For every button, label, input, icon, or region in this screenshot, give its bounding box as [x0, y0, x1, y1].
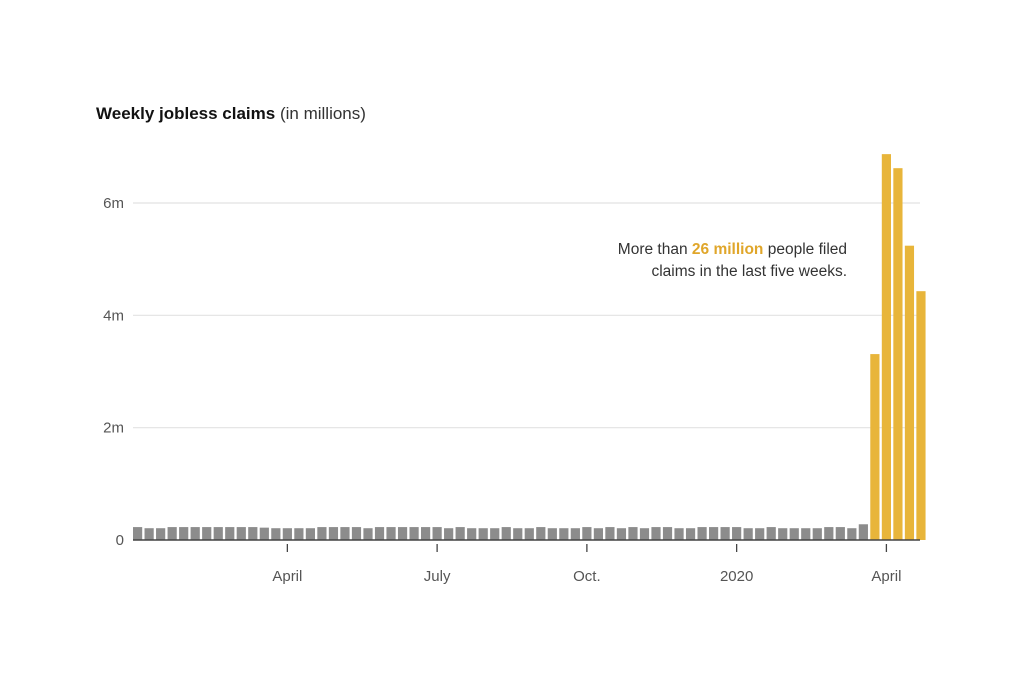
bar	[720, 527, 730, 540]
annotation-suffix: people filed	[763, 241, 847, 258]
bar	[144, 528, 154, 540]
x-tick-label: April	[272, 568, 302, 585]
bar	[858, 524, 868, 540]
bar	[397, 527, 408, 540]
bar	[778, 528, 788, 540]
bar	[202, 527, 212, 540]
chart-title-block: Weekly jobless claims (in millions)	[96, 104, 366, 124]
bar	[801, 528, 811, 540]
bar	[697, 527, 707, 540]
x-axis: April July Oct. 2020 April	[133, 539, 920, 585]
annotation-line-2: claims in the last five weeks.	[651, 263, 847, 280]
x-tick-label: Oct.	[573, 568, 601, 585]
bar	[432, 527, 442, 540]
annotation-highlight: 26 million	[691, 241, 764, 258]
bar-recent	[904, 245, 915, 541]
y-tick-label: 4m	[103, 307, 124, 324]
bar	[789, 528, 799, 540]
bar	[444, 528, 454, 540]
bar	[766, 527, 776, 540]
bar	[467, 528, 477, 540]
bar	[593, 528, 603, 540]
annotation-prefix: More than	[617, 241, 692, 258]
y-tick-label: 0	[116, 532, 124, 549]
bar	[559, 528, 569, 540]
bar	[409, 527, 419, 540]
bar	[317, 527, 327, 540]
bar	[709, 527, 719, 540]
bar	[490, 528, 500, 540]
bar	[847, 528, 857, 540]
bar	[616, 528, 627, 540]
bar	[340, 527, 350, 540]
bar	[536, 527, 546, 540]
y-axis-labels: 0 2m 4m 6m	[103, 195, 124, 549]
bar	[271, 528, 281, 540]
bar	[732, 527, 742, 540]
bar	[674, 528, 684, 540]
bar	[524, 528, 534, 540]
bar-recent	[893, 168, 903, 540]
bar	[133, 527, 143, 540]
bar	[605, 527, 615, 540]
bar	[570, 528, 580, 540]
gridlines	[133, 202, 920, 429]
bar	[386, 527, 396, 540]
bar	[478, 528, 488, 540]
chart-title: Weekly jobless claims	[96, 104, 276, 123]
bar	[685, 528, 696, 540]
bar	[351, 527, 362, 540]
x-tick-label: July	[424, 568, 451, 585]
bar	[651, 527, 661, 540]
bar-recent	[870, 354, 880, 540]
bar	[225, 527, 235, 540]
bar	[374, 527, 385, 540]
y-tick-label: 6m	[103, 195, 124, 212]
bar	[328, 527, 339, 540]
x-tick-label: 2020	[720, 568, 753, 585]
bar	[639, 528, 650, 540]
bar	[501, 527, 511, 540]
bar	[755, 528, 765, 540]
bar	[421, 527, 431, 540]
chart-subtitle: (in millions)	[279, 104, 366, 123]
bar	[363, 528, 373, 540]
bar	[305, 528, 315, 540]
annotation-line-1: More than 26 million people filed	[618, 239, 847, 261]
bar	[743, 528, 753, 540]
bar-recent	[881, 154, 891, 540]
bar	[179, 527, 189, 540]
bar	[455, 527, 465, 540]
bar	[662, 527, 673, 540]
bar	[248, 527, 258, 540]
bar	[835, 527, 845, 540]
bar	[190, 527, 200, 540]
bar	[236, 527, 246, 540]
bar	[213, 527, 223, 540]
bar	[812, 528, 822, 540]
bar	[282, 528, 292, 540]
bar	[582, 527, 592, 540]
bar	[167, 527, 177, 540]
x-tick-label: April	[871, 568, 901, 585]
bar	[156, 528, 166, 540]
bar	[513, 528, 523, 540]
bars	[133, 154, 926, 541]
bar	[628, 527, 638, 540]
bar	[259, 527, 269, 540]
bar	[824, 527, 834, 540]
bar	[547, 528, 557, 540]
y-tick-label: 2m	[103, 420, 124, 437]
chart-annotation: More than 26 million people filed claims…	[618, 239, 847, 283]
bar-recent	[916, 291, 926, 540]
bar	[294, 528, 304, 540]
